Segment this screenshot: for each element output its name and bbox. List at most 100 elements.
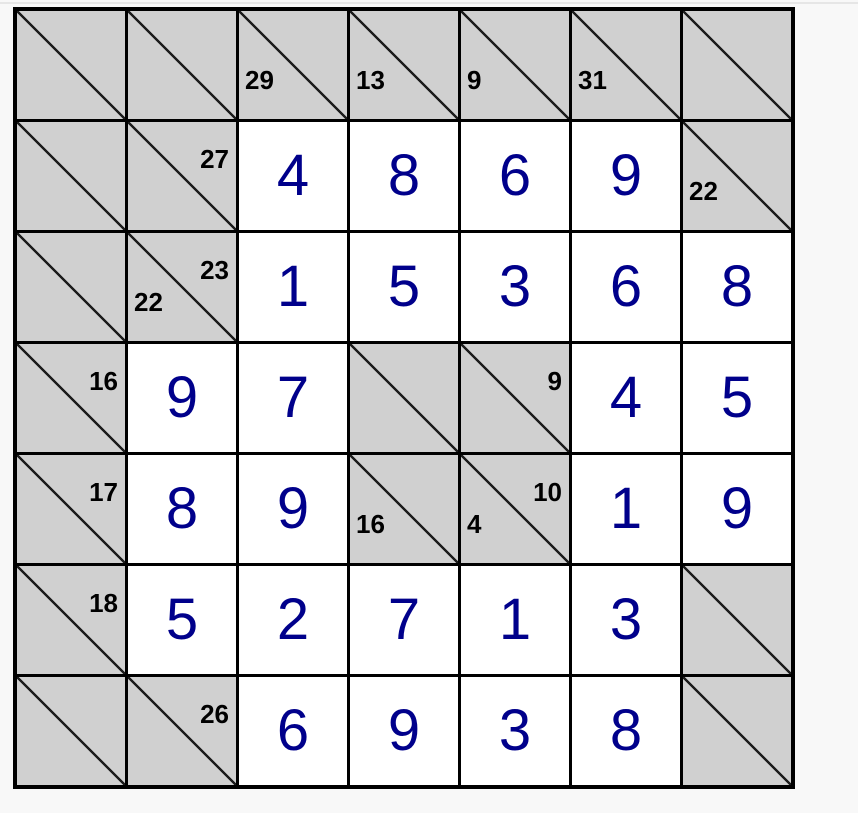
diagonal-line [128, 122, 236, 230]
cell-digit: 9 [276, 476, 310, 541]
cell-digit: 6 [498, 143, 532, 208]
block-cell: 13 [350, 11, 458, 119]
block-cell: 31 [572, 11, 680, 119]
entry-cell[interactable]: 8 [683, 233, 791, 341]
cell-digit: 8 [609, 698, 643, 763]
block-cell: 29 [239, 11, 347, 119]
diagonal-line [683, 122, 791, 230]
entry-cell[interactable]: 4 [572, 344, 680, 452]
down-clue: 29 [245, 65, 274, 95]
entry-cell[interactable]: 5 [683, 344, 791, 452]
entry-cell[interactable]: 6 [572, 233, 680, 341]
cell-digit: 5 [720, 365, 754, 430]
entry-cell[interactable]: 9 [683, 455, 791, 563]
across-clue: 27 [200, 144, 229, 174]
block-cell: 18 [17, 566, 125, 674]
down-clue: 9 [467, 65, 482, 95]
top-divider [0, 2, 858, 4]
entry-cell[interactable]: 9 [239, 455, 347, 563]
entry-cell[interactable]: 3 [461, 233, 569, 341]
entry-cell[interactable]: 9 [128, 344, 236, 452]
cell-digit: 7 [387, 587, 421, 652]
diagonal-line [17, 122, 125, 230]
entry-cell[interactable]: 9 [572, 122, 680, 230]
diagonal-line [461, 11, 569, 119]
down-clue: 31 [578, 65, 607, 95]
entry-cell[interactable]: 9 [350, 677, 458, 785]
diagonal-line [128, 11, 236, 119]
across-clue: 17 [89, 477, 118, 507]
entry-cell[interactable]: 6 [461, 122, 569, 230]
block-cell [350, 344, 458, 452]
entry-cell[interactable]: 6 [239, 677, 347, 785]
entry-cell[interactable]: 1 [572, 455, 680, 563]
across-clue: 26 [200, 699, 229, 729]
cell-digit: 4 [609, 365, 643, 430]
diagonal-line [128, 677, 236, 785]
diagonal-line [683, 11, 791, 119]
cell-digit: 6 [609, 254, 643, 319]
cell-digit: 9 [609, 143, 643, 208]
cell-digit: 8 [165, 476, 199, 541]
block-cell [17, 677, 125, 785]
block-cell: 23 22 [128, 233, 236, 341]
block-cell: 16 [17, 344, 125, 452]
block-cell: 26 [128, 677, 236, 785]
block-cell: 9 [461, 344, 569, 452]
diagonal-line [350, 455, 458, 563]
block-cell [17, 122, 125, 230]
entry-cell[interactable]: 1 [239, 233, 347, 341]
down-clue: 16 [356, 509, 385, 539]
cell-digit: 4 [276, 143, 310, 208]
entry-cell[interactable]: 5 [128, 566, 236, 674]
entry-cell[interactable]: 5 [350, 233, 458, 341]
entry-cell[interactable]: 8 [572, 677, 680, 785]
cell-digit: 8 [387, 143, 421, 208]
entry-cell[interactable]: 1 [461, 566, 569, 674]
entry-cell[interactable]: 3 [572, 566, 680, 674]
across-clue: 18 [89, 588, 118, 618]
entry-cell[interactable]: 8 [350, 122, 458, 230]
diagonal-line [683, 677, 791, 785]
cell-digit: 1 [498, 587, 532, 652]
entry-cell[interactable]: 7 [350, 566, 458, 674]
across-clue: 10 [533, 477, 562, 507]
cell-digit: 5 [165, 587, 199, 652]
block-cell [683, 566, 791, 674]
diagonal-line [350, 344, 458, 452]
down-clue: 22 [134, 287, 163, 317]
diagonal-line [17, 11, 125, 119]
block-cell: 9 [461, 11, 569, 119]
down-clue: 22 [689, 176, 718, 206]
diagonal-line [461, 344, 569, 452]
cell-digit: 9 [165, 365, 199, 430]
block-cell: 17 [17, 455, 125, 563]
block-cell: 22 [683, 122, 791, 230]
block-cell [683, 11, 791, 119]
diagonal-line [572, 11, 680, 119]
block-cell [683, 677, 791, 785]
block-cell [128, 11, 236, 119]
block-cell: 16 [350, 455, 458, 563]
diagonal-line [350, 11, 458, 119]
entry-cell[interactable]: 3 [461, 677, 569, 785]
block-cell: 27 [128, 122, 236, 230]
diagonal-line [128, 233, 236, 341]
entry-cell[interactable]: 4 [239, 122, 347, 230]
across-clue: 16 [89, 366, 118, 396]
entry-cell[interactable]: 7 [239, 344, 347, 452]
down-clue: 4 [467, 509, 482, 539]
cell-digit: 9 [720, 476, 754, 541]
entry-cell[interactable]: 8 [128, 455, 236, 563]
cell-digit: 1 [609, 476, 643, 541]
cell-digit: 8 [720, 254, 754, 319]
cell-digit: 1 [276, 254, 310, 319]
across-clue: 23 [200, 255, 229, 285]
entry-cell[interactable]: 2 [239, 566, 347, 674]
diagonal-line [17, 677, 125, 785]
cell-digit: 2 [276, 587, 310, 652]
diagonal-line [17, 455, 125, 563]
diagonal-line [461, 455, 569, 563]
cell-digit: 3 [498, 254, 532, 319]
diagonal-line [17, 566, 125, 674]
